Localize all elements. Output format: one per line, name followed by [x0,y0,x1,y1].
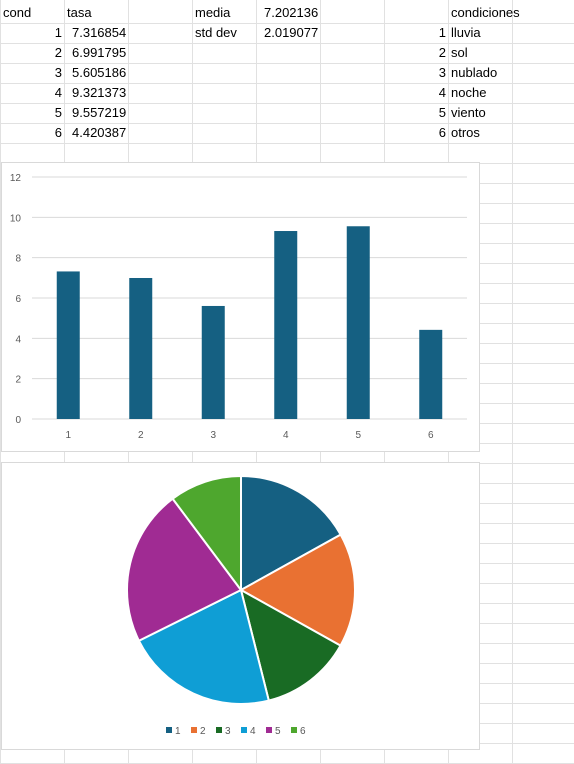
x-tick-label: 4 [283,430,289,441]
y-tick-label: 6 [15,294,21,305]
header-tasa[interactable]: tasa [67,5,92,20]
cell-condition-id[interactable]: 4 [438,85,446,100]
bar [56,271,80,419]
header-cond[interactable]: cond [3,5,32,20]
y-tick-label: 0 [15,415,21,426]
cell-condition-id[interactable]: 5 [438,105,446,120]
legend-label: 1 [175,726,181,737]
cell-cond[interactable]: 6 [54,125,62,140]
legend-label: 5 [275,726,281,737]
y-tick-label: 10 [10,213,22,224]
cell-cond[interactable]: 1 [54,25,62,40]
y-tick-label: 4 [15,334,21,345]
cell-condition-name[interactable]: lluvia [451,25,481,40]
bar [274,231,298,419]
cell-condition-name[interactable]: sol [451,45,468,60]
x-tick-label: 3 [210,430,216,441]
bar-chart[interactable]: 0 2 4 6 8 10 12 1 2 3 4 5 6 [1,162,480,452]
bar [346,226,370,419]
x-tick-label: 1 [65,430,71,441]
pie-slice [126,497,243,643]
legend-label: 2 [200,726,206,737]
cell-condition-id[interactable]: 1 [438,25,446,40]
bar [129,277,153,419]
bar [201,305,225,419]
y-tick-label: 12 [10,173,22,184]
cell-condition-name[interactable]: noche [451,85,487,100]
cell-tasa[interactable]: 4.420387 [72,125,127,140]
y-tick-label: 2 [15,375,21,386]
cell-tasa[interactable]: 9.557219 [72,105,127,120]
cell-cond[interactable]: 3 [54,65,62,80]
pie-chart[interactable]: 1 2 3 4 5 6 [1,462,480,750]
cell-tasa[interactable]: 7.316854 [72,25,127,40]
cell-tasa[interactable]: 5.605186 [72,65,127,80]
legend-swatch [166,727,172,733]
pie-slice [171,474,242,594]
legend-swatch [191,727,197,733]
legend-swatch [241,727,247,733]
pie-chart-plot: 1 2 3 4 5 6 [126,474,356,737]
cell-tasa[interactable]: 6.991795 [72,45,127,60]
cell-tasa[interactable]: 9.321373 [72,85,127,100]
std-value[interactable]: 2.019077 [264,25,319,40]
media-value[interactable]: 7.202136 [264,5,319,20]
y-tick-label: 8 [15,254,21,265]
legend-swatch [291,727,297,733]
cell-condition-name[interactable]: otros [451,125,480,140]
header-condiciones[interactable]: condiciones [451,5,520,20]
pie-slice [239,587,342,702]
cell-condition-id[interactable]: 2 [438,45,446,60]
legend-label: 3 [225,726,231,737]
cell-condition-name[interactable]: nublado [451,65,498,80]
cell-condition-id[interactable]: 6 [438,125,446,140]
cell-cond[interactable]: 4 [54,85,62,100]
cell-cond[interactable]: 2 [54,45,62,60]
x-tick-label: 6 [428,430,434,441]
cell-cond[interactable]: 5 [54,105,62,120]
cell-condition-name[interactable]: viento [451,105,486,120]
legend-label: 6 [300,726,306,737]
pie-slice [238,533,356,647]
legend-swatch [216,727,222,733]
cell-condition-id[interactable]: 3 [438,65,446,80]
x-tick-label: 2 [138,430,144,441]
legend-swatch [266,727,272,733]
media-label[interactable]: media [195,5,231,20]
bar [419,329,443,419]
std-label[interactable]: std dev [195,25,237,40]
pie-slice [137,588,270,705]
pie-slice [240,474,343,592]
legend-label: 4 [250,726,256,737]
x-tick-label: 5 [355,430,361,441]
